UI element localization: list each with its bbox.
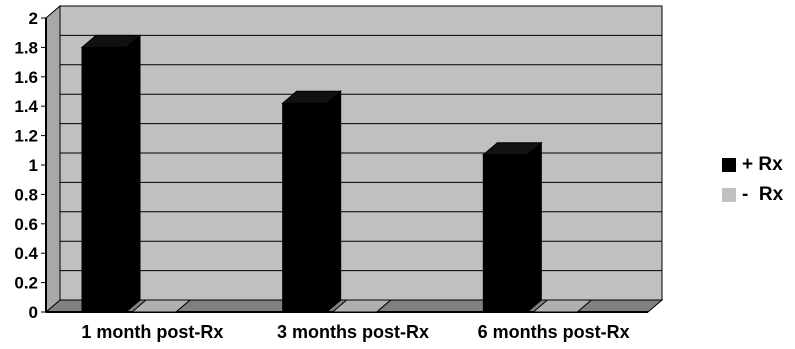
y-tick-label: 1.6 — [14, 68, 38, 87]
y-tick-label: 0.4 — [14, 244, 38, 263]
y-tick-label: 1.4 — [14, 97, 38, 116]
legend-item-minus-rx: - Rx — [722, 180, 795, 210]
bar — [80, 34, 142, 314]
bar — [281, 90, 343, 314]
legend-label-plus-rx: + Rx — [742, 154, 783, 175]
bar — [331, 299, 393, 313]
y-tick-label: 1 — [29, 156, 38, 175]
legend-swatch-plus-rx — [722, 158, 736, 172]
x-tick-label: 6 months post-Rx — [478, 322, 630, 342]
y-tick-label: 0.2 — [14, 274, 38, 293]
bar — [531, 299, 593, 313]
gridlines — [60, 5, 662, 272]
legend-swatch-minus-rx — [722, 188, 736, 202]
y-ticks: 0 0.2 0.4 0.6 0.8 1 1.2 1.4 1.6 1.8 2 — [14, 9, 46, 322]
legend-label-minus-rx: - Rx — [742, 184, 784, 205]
bars — [80, 34, 593, 314]
x-tick-labels: 1 month post-Rx 3 months post-Rx 6 months … — [81, 322, 629, 342]
y-tick-label: 1.8 — [14, 38, 38, 57]
x-tick-label: 1 month post-Rx — [81, 322, 223, 342]
y-tick-label: 1.2 — [14, 127, 38, 146]
y-tick-label: 0.6 — [14, 215, 38, 234]
y-tick-label: 0 — [29, 303, 38, 322]
bar — [130, 299, 192, 313]
x-tick-label: 3 months post-Rx — [277, 322, 429, 342]
y-tick-label: 0.8 — [14, 185, 38, 204]
legend: + Rx - Rx — [722, 150, 795, 210]
plot-side-wall — [45, 4, 61, 314]
legend-item-plus-rx: + Rx — [722, 150, 795, 180]
bar — [481, 141, 543, 314]
y-tick-label: 2 — [29, 9, 38, 28]
